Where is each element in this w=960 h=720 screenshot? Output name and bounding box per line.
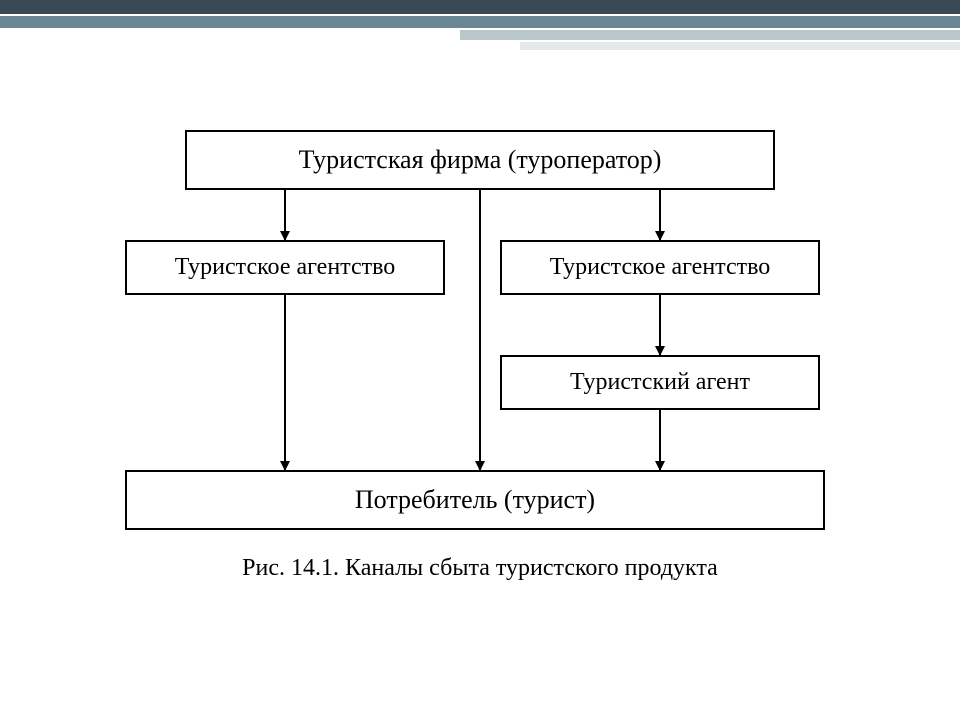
node-agency-left: Туристское агентство [125,240,445,295]
node-agency-left-label: Туристское агентство [175,254,396,281]
node-consumer: Потребитель (турист) [125,470,825,530]
header-bar [460,30,960,40]
node-operator: Туристская фирма (туроператор) [185,130,775,190]
node-agency-right-label: Туристское агентство [550,254,771,281]
node-consumer-label: Потребитель (турист) [355,485,595,515]
header-decorative-bars [0,0,960,55]
node-agency-right: Туристское агентство [500,240,820,295]
diagram-canvas: Туристская фирма (туроператор) Туристско… [0,55,960,720]
node-agent: Туристский агент [500,355,820,410]
header-bar [520,42,960,50]
figure-caption-text: Рис. 14.1. Каналы сбыта туристского прод… [242,555,718,581]
header-bar [0,16,960,28]
figure-caption: Рис. 14.1. Каналы сбыта туристского прод… [200,555,760,582]
node-operator-label: Туристская фирма (туроператор) [299,145,662,175]
header-bar [0,0,960,14]
node-agent-label: Туристский агент [570,369,750,396]
